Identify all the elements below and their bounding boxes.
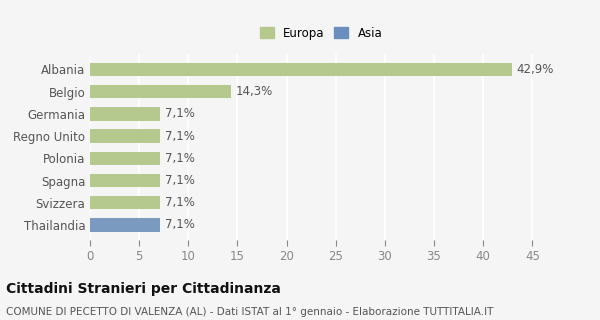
- Text: COMUNE DI PECETTO DI VALENZA (AL) - Dati ISTAT al 1° gennaio - Elaborazione TUTT: COMUNE DI PECETTO DI VALENZA (AL) - Dati…: [6, 307, 493, 317]
- Text: Cittadini Stranieri per Cittadinanza: Cittadini Stranieri per Cittadinanza: [6, 282, 281, 296]
- Text: 7,1%: 7,1%: [165, 130, 194, 143]
- Text: 7,1%: 7,1%: [165, 152, 194, 165]
- Bar: [90, 107, 160, 121]
- Bar: [90, 218, 160, 232]
- Text: 42,9%: 42,9%: [517, 63, 554, 76]
- Text: 14,3%: 14,3%: [235, 85, 273, 98]
- Text: 7,1%: 7,1%: [165, 174, 194, 187]
- Bar: [90, 129, 160, 143]
- Bar: [90, 63, 512, 76]
- Bar: [90, 174, 160, 187]
- Bar: [90, 152, 160, 165]
- Text: 7,1%: 7,1%: [165, 219, 194, 231]
- Text: 7,1%: 7,1%: [165, 108, 194, 120]
- Bar: [90, 85, 230, 98]
- Legend: Europa, Asia: Europa, Asia: [256, 23, 386, 43]
- Text: 7,1%: 7,1%: [165, 196, 194, 209]
- Bar: [90, 196, 160, 209]
